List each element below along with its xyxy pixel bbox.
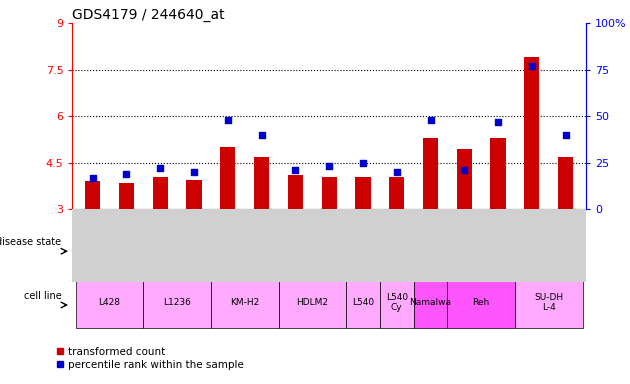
Point [425,117,435,123]
Text: SU-DH
L-4: SU-DH L-4 [534,293,563,312]
Point [155,165,165,171]
Text: cell line: cell line [24,291,62,301]
Text: KM-H2: KM-H2 [230,298,260,307]
Bar [389,177,404,209]
Point [527,63,537,69]
Text: Reh: Reh [472,298,490,307]
Bar [288,175,303,209]
Bar [278,276,346,328]
Bar [321,177,337,209]
Bar [524,57,539,209]
Bar [414,223,447,275]
Bar [355,177,370,209]
Bar [515,276,583,328]
Point [358,160,368,166]
Bar [76,276,144,328]
Text: HDLM2: HDLM2 [296,298,328,307]
Text: L540: L540 [352,298,374,307]
Point [88,175,98,181]
Point [290,167,301,173]
Bar [457,149,472,209]
Bar [515,223,583,275]
Point [459,167,469,173]
Point [122,171,132,177]
Point [256,132,266,138]
Bar [186,180,202,209]
Bar [119,183,134,209]
Bar [220,147,236,209]
Point [493,119,503,125]
Bar [423,138,438,209]
Legend: transformed count, percentile rank within the sample: transformed count, percentile rank withi… [55,347,244,370]
Bar [558,157,573,209]
Text: B non
Hodgki
n lymp
homa: B non Hodgki n lymp homa [533,228,564,269]
Text: classical Hodgkin lymphoma: classical Hodgkin lymphoma [180,244,309,253]
Bar [76,223,414,275]
Point [561,132,571,138]
Bar [254,157,269,209]
Text: B acute lympho
blastic leukemia: B acute lympho blastic leukemia [444,239,518,258]
Point [392,169,402,175]
Text: GDS4179 / 244640_at: GDS4179 / 244640_at [72,8,225,22]
Bar [211,276,278,328]
Text: disease state: disease state [0,237,62,247]
Bar [152,177,168,209]
Bar [447,223,515,275]
Bar [447,276,515,328]
Point [223,117,233,123]
Bar [85,181,100,209]
Text: Burkitt
lymphoma: Burkitt lymphoma [406,239,454,258]
Point [324,163,334,169]
Text: Namalwa: Namalwa [410,298,452,307]
Bar [414,276,447,328]
Bar [346,276,380,328]
Bar [144,276,211,328]
Text: L1236: L1236 [163,298,191,307]
Bar [491,138,506,209]
Bar [380,276,414,328]
Text: L428: L428 [99,298,120,307]
Point [189,169,199,175]
Text: L540
Cy: L540 Cy [386,293,408,312]
